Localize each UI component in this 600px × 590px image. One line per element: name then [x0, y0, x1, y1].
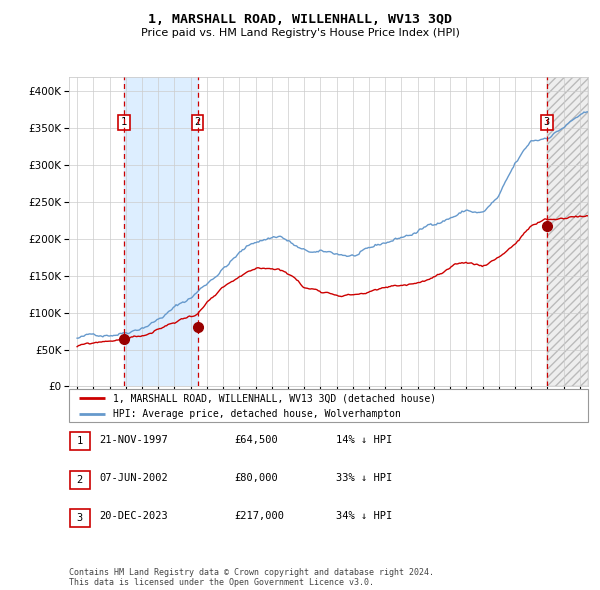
Text: 1: 1: [77, 437, 83, 446]
FancyBboxPatch shape: [70, 471, 89, 489]
Text: Contains HM Land Registry data © Crown copyright and database right 2024.
This d: Contains HM Land Registry data © Crown c…: [69, 568, 434, 587]
Text: £64,500: £64,500: [234, 435, 278, 444]
FancyBboxPatch shape: [70, 509, 89, 527]
Text: £80,000: £80,000: [234, 473, 278, 483]
Text: Price paid vs. HM Land Registry's House Price Index (HPI): Price paid vs. HM Land Registry's House …: [140, 28, 460, 38]
Bar: [547, 77, 588, 386]
Text: 1: 1: [121, 117, 127, 127]
Text: 34% ↓ HPI: 34% ↓ HPI: [336, 512, 392, 521]
Text: 33% ↓ HPI: 33% ↓ HPI: [336, 473, 392, 483]
Text: 21-NOV-1997: 21-NOV-1997: [99, 435, 168, 444]
FancyBboxPatch shape: [70, 432, 89, 450]
FancyBboxPatch shape: [69, 389, 588, 422]
Text: 14% ↓ HPI: 14% ↓ HPI: [336, 435, 392, 444]
Text: 2: 2: [194, 117, 201, 127]
Text: 3: 3: [544, 117, 550, 127]
Text: 07-JUN-2002: 07-JUN-2002: [99, 473, 168, 483]
Text: £217,000: £217,000: [234, 512, 284, 521]
Text: 1, MARSHALL ROAD, WILLENHALL, WV13 3QD (detached house): 1, MARSHALL ROAD, WILLENHALL, WV13 3QD (…: [113, 393, 436, 403]
Text: HPI: Average price, detached house, Wolverhampton: HPI: Average price, detached house, Wolv…: [113, 409, 401, 419]
Text: 20-DEC-2023: 20-DEC-2023: [99, 512, 168, 521]
Text: 2: 2: [77, 475, 83, 484]
Text: 1, MARSHALL ROAD, WILLENHALL, WV13 3QD: 1, MARSHALL ROAD, WILLENHALL, WV13 3QD: [148, 13, 452, 26]
Bar: [124, 77, 197, 386]
Text: 3: 3: [77, 513, 83, 523]
